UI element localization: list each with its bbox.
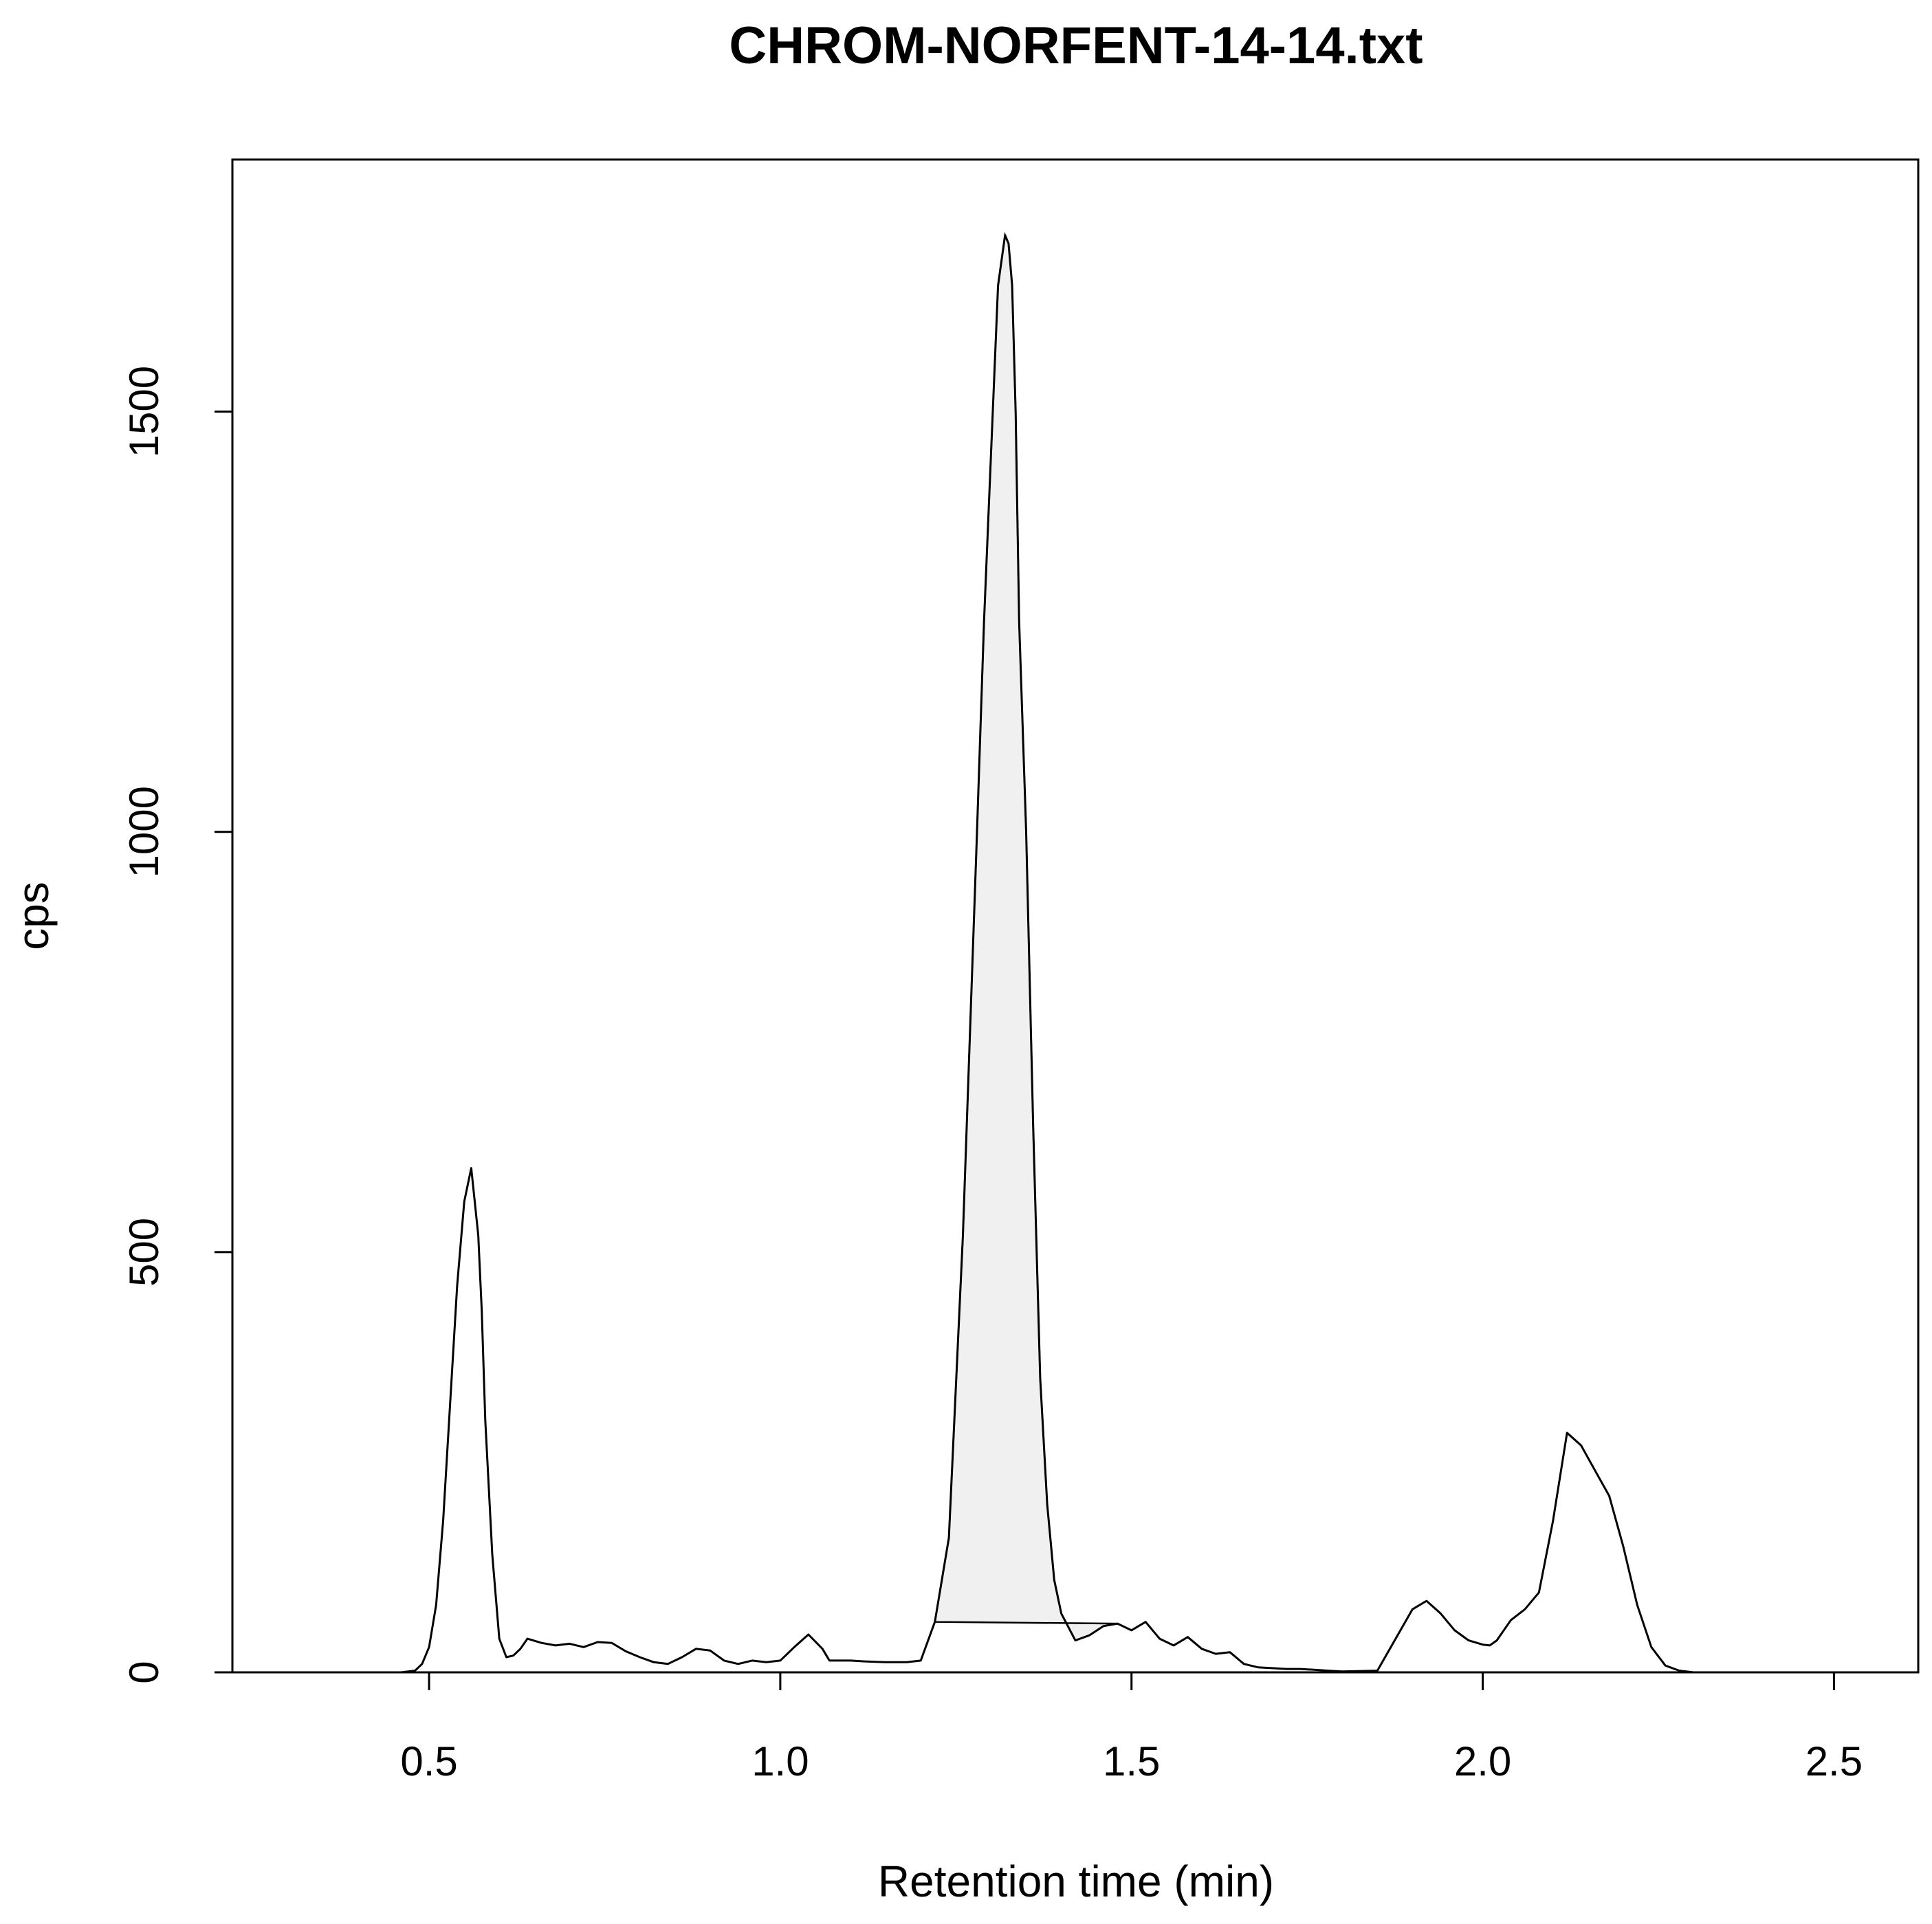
- y-tick-label: 0: [121, 1661, 167, 1683]
- y-axis-label: cps: [8, 882, 58, 950]
- chart-title: CHROM-NORFENT-14-14.txt: [729, 17, 1423, 75]
- y-tick-label: 1000: [121, 786, 167, 877]
- plot-area: [401, 232, 1729, 1674]
- peak-area-shading: [934, 232, 1118, 1642]
- x-tick-label: 1.0: [751, 1738, 809, 1784]
- chromatogram-trace: [401, 234, 1729, 1674]
- x-tick-label: 0.5: [400, 1738, 457, 1784]
- x-axis-label: Retention time (min): [878, 1857, 1274, 1906]
- y-tick-label: 500: [121, 1218, 167, 1287]
- plot-frame: [231, 158, 1920, 1674]
- x-tick-label: 1.5: [1103, 1738, 1160, 1784]
- y-axis: 0 500 1000 1500: [121, 366, 234, 1684]
- y-tick-label: 1500: [121, 366, 167, 457]
- x-axis: 0.5 1.0 1.5 2.0 2.5: [400, 1671, 1863, 1784]
- x-tick-label: 2.0: [1454, 1738, 1511, 1784]
- x-tick-label: 2.5: [1805, 1738, 1863, 1784]
